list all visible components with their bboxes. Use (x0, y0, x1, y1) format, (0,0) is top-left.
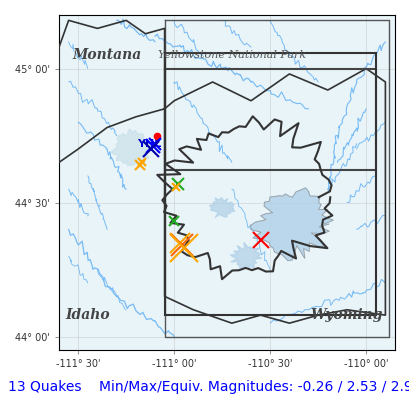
Polygon shape (249, 188, 333, 261)
Text: YHL: YHL (137, 139, 161, 149)
Polygon shape (209, 198, 234, 218)
Polygon shape (230, 242, 261, 270)
Text: Yellowstone National Park: Yellowstone National Park (157, 50, 305, 60)
Text: Montana: Montana (72, 48, 141, 62)
Text: Wyoming: Wyoming (310, 308, 382, 322)
Text: Idaho: Idaho (65, 308, 110, 322)
Polygon shape (111, 129, 152, 166)
Text: 13 Quakes    Min/Max/Equiv. Magnitudes: -0.26 / 2.53 / 2.905: 13 Quakes Min/Max/Equiv. Magnitudes: -0.… (8, 380, 409, 394)
Bar (164, 52, 375, 315)
